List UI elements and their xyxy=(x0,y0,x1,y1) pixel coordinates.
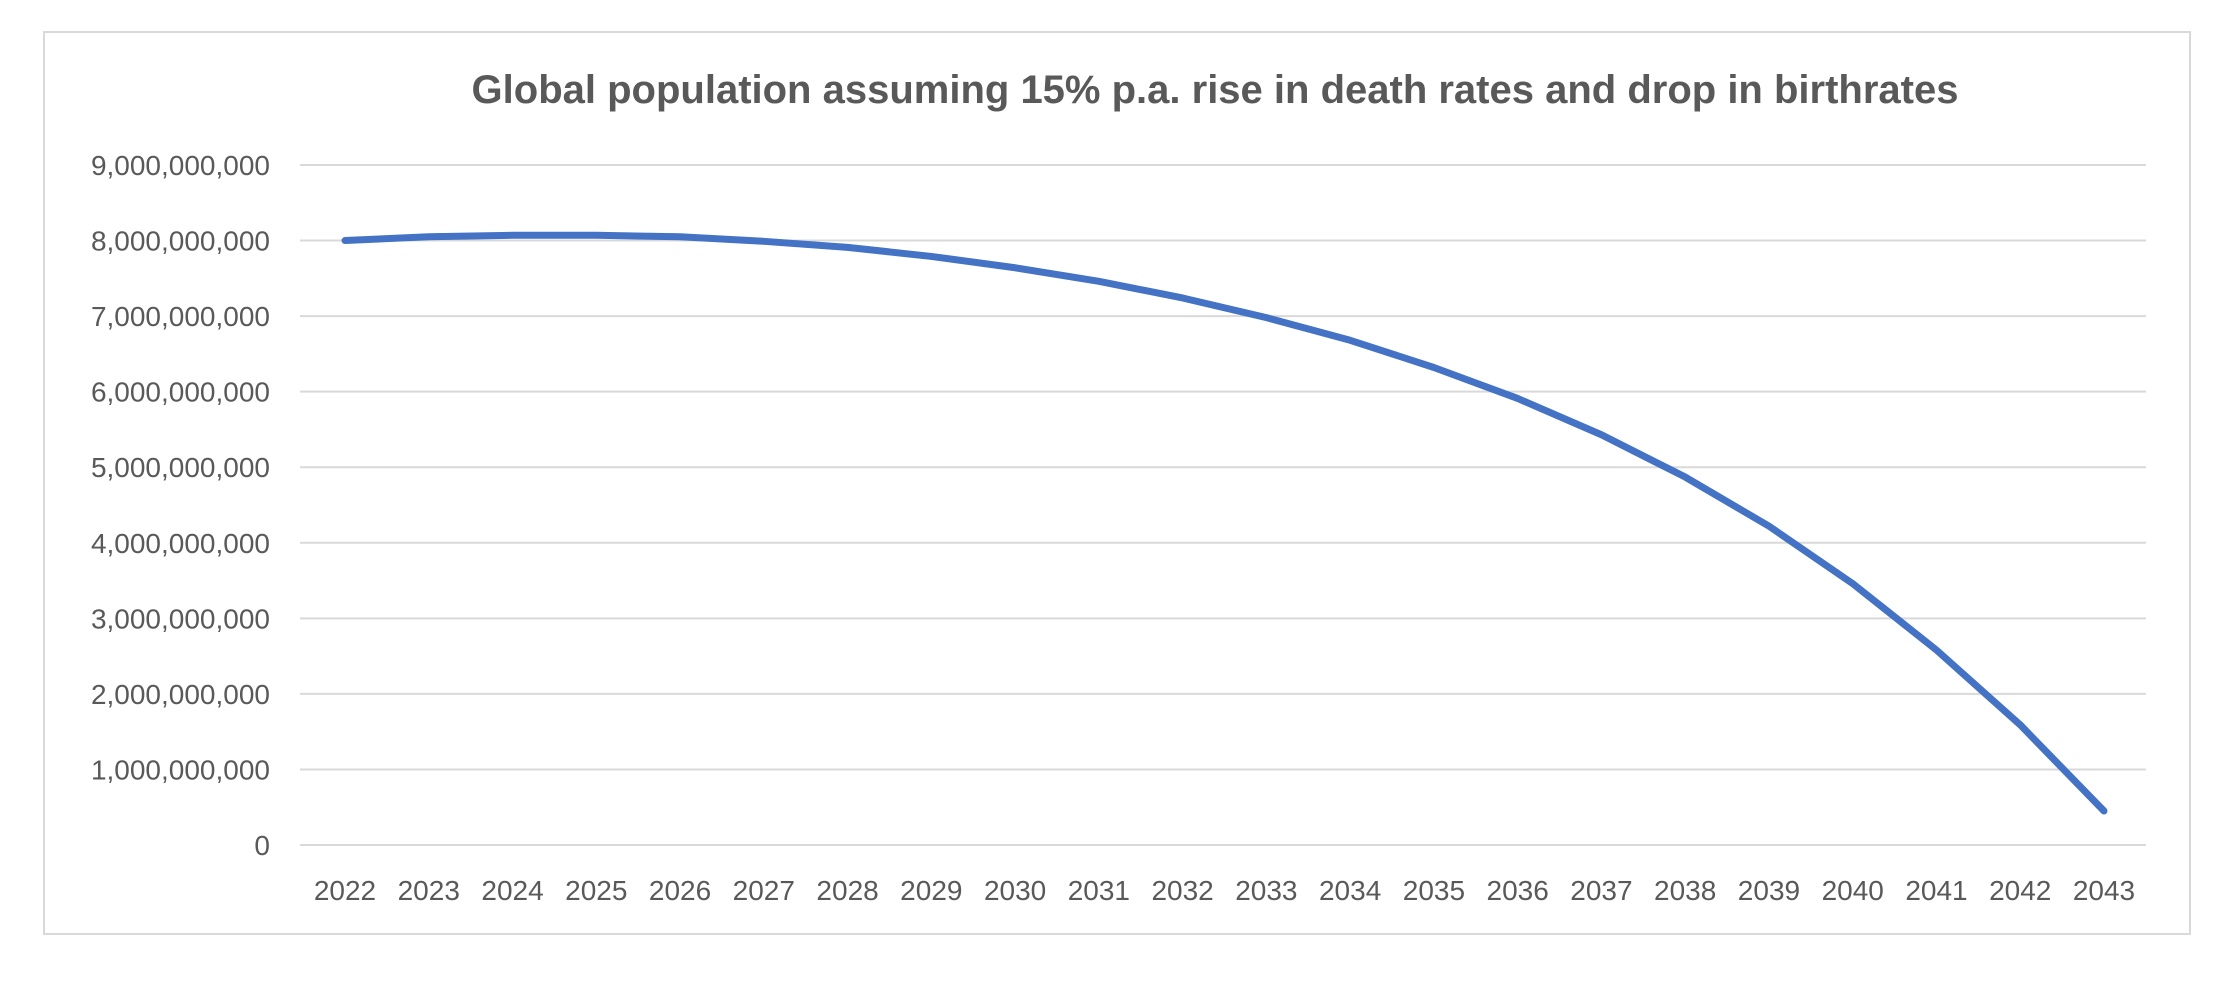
series-line xyxy=(341,231,2108,815)
data-point xyxy=(1682,474,1689,481)
y-tick-label: 6,000,000,000 xyxy=(91,377,270,408)
gridlines xyxy=(300,164,2146,846)
x-tick-label: 2025 xyxy=(565,875,627,906)
y-tick-label: 5,000,000,000 xyxy=(91,452,270,483)
data-point xyxy=(844,244,851,251)
data-point xyxy=(1765,523,1772,530)
x-tick-label: 2039 xyxy=(1738,875,1800,906)
x-tick-label: 2029 xyxy=(900,875,962,906)
x-tick-label: 2028 xyxy=(816,875,878,906)
data-point xyxy=(1012,264,1019,271)
x-tick-label: 2040 xyxy=(1822,875,1884,906)
x-tick-label: 2032 xyxy=(1151,875,1213,906)
x-tick-label: 2031 xyxy=(1068,875,1130,906)
y-tick-label: 8,000,000,000 xyxy=(91,226,270,257)
data-point xyxy=(1933,647,1940,654)
data-point xyxy=(593,232,600,239)
x-tick-label: 2022 xyxy=(314,875,376,906)
x-tick-label: 2023 xyxy=(398,875,460,906)
chart-frame xyxy=(43,31,2191,935)
y-tick-label: 9,000,000,000 xyxy=(91,150,270,181)
data-point xyxy=(1095,278,1102,285)
y-tick-label: 7,000,000,000 xyxy=(91,301,270,332)
x-tick-label: 2036 xyxy=(1487,875,1549,906)
x-axis-tick-labels: 2022 2023 2024 2025 2026 2027 2028 2029 2030 2031… xyxy=(314,875,2135,906)
x-tick-label: 2027 xyxy=(733,875,795,906)
data-point xyxy=(1179,294,1186,301)
x-tick-label: 2034 xyxy=(1319,875,1381,906)
data-point xyxy=(2101,808,2107,814)
series-group xyxy=(341,231,2108,815)
x-tick-label: 2033 xyxy=(1235,875,1297,906)
data-point xyxy=(928,253,935,260)
data-point xyxy=(677,233,684,240)
y-tick-label: 0 xyxy=(254,830,270,861)
x-tick-label: 2041 xyxy=(1905,875,1967,906)
data-point xyxy=(425,233,432,240)
data-point xyxy=(1849,580,1856,587)
x-tick-label: 2043 xyxy=(2073,875,2135,906)
data-point xyxy=(1263,314,1270,321)
data-point xyxy=(509,232,516,239)
x-tick-label: 2030 xyxy=(984,875,1046,906)
data-point xyxy=(760,238,767,245)
y-axis-tick-labels: 0 1,000,000,000 2,000,000,000 3,000,000,000… xyxy=(91,150,270,861)
x-tick-label: 2042 xyxy=(1989,875,2051,906)
data-point xyxy=(1598,431,1605,438)
data-point xyxy=(1430,364,1437,371)
x-tick-label: 2024 xyxy=(481,875,543,906)
x-tick-label: 2037 xyxy=(1570,875,1632,906)
x-tick-label: 2035 xyxy=(1403,875,1465,906)
y-tick-label: 1,000,000,000 xyxy=(91,754,270,785)
x-tick-label: 2038 xyxy=(1654,875,1716,906)
data-point xyxy=(2017,721,2024,728)
chart-title: Global population assuming 15% p.a. rise… xyxy=(472,68,1959,112)
x-tick-label: 2026 xyxy=(649,875,711,906)
y-tick-label: 3,000,000,000 xyxy=(91,603,270,634)
y-tick-label: 4,000,000,000 xyxy=(91,528,270,559)
data-point xyxy=(1514,395,1521,402)
data-point xyxy=(1347,337,1354,344)
y-tick-label: 2,000,000,000 xyxy=(91,679,270,710)
data-point xyxy=(342,237,348,244)
